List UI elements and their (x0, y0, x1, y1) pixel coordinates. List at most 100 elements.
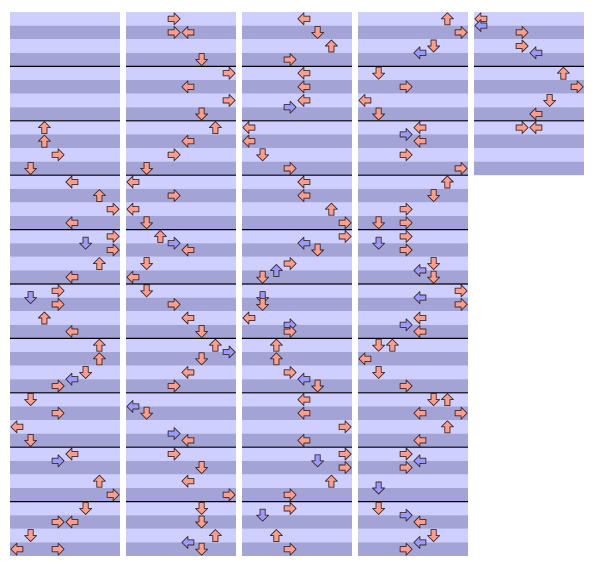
step-arrow (65, 372, 79, 386)
step-arrow (358, 93, 372, 107)
step-arrow (181, 535, 195, 549)
step-arrow (297, 93, 311, 107)
step-arrow (37, 121, 51, 135)
beat-band (126, 243, 236, 257)
step-arrow (24, 433, 38, 447)
step-arrow (311, 379, 325, 393)
beat-band (10, 270, 120, 284)
beat-band (10, 501, 120, 516)
step-arrow (297, 12, 311, 26)
step-arrow (543, 93, 557, 107)
beat-band (126, 515, 236, 529)
beat-band (126, 352, 236, 366)
step-arrow (140, 161, 154, 175)
step-arrow (297, 236, 311, 250)
beat-band (126, 12, 236, 26)
beat-band (126, 460, 236, 475)
beat-band (10, 120, 120, 135)
beat-band (126, 433, 236, 448)
beat-band (242, 515, 352, 529)
step-arrow (399, 379, 413, 393)
beat-band (10, 256, 120, 271)
step-arrow (167, 148, 181, 162)
step-arrow (126, 202, 140, 216)
step-arrow (195, 53, 209, 67)
beat-band (474, 134, 584, 148)
step-arrow (385, 338, 399, 352)
step-arrow (256, 270, 270, 284)
step-arrow (208, 338, 222, 352)
beat-band (10, 460, 120, 475)
beat-band (358, 542, 468, 556)
beat-band (242, 202, 352, 216)
beat-band (242, 93, 352, 108)
beat-band (242, 542, 352, 556)
beat-band (358, 93, 468, 108)
beat-band (474, 148, 584, 162)
step-arrow (454, 297, 468, 311)
beat-band (126, 52, 236, 67)
beat-band (10, 175, 120, 189)
step-arrow (153, 229, 167, 243)
step-arrow (92, 257, 106, 271)
beat-band (358, 420, 468, 434)
step-arrow (256, 148, 270, 162)
beat-band (242, 148, 352, 162)
step-arrow (167, 12, 181, 26)
step-arrow (283, 53, 297, 67)
step-arrow (140, 284, 154, 298)
beat-band (358, 474, 468, 488)
beat-band (358, 379, 468, 393)
beat-band (126, 148, 236, 162)
step-arrow (242, 121, 256, 135)
beat-band (358, 216, 468, 230)
beat-band (126, 80, 236, 94)
step-arrow (413, 454, 427, 468)
beat-band (242, 188, 352, 203)
beat-band (10, 338, 120, 352)
step-arrow (167, 297, 181, 311)
beat-band (358, 134, 468, 148)
step-arrow (181, 474, 195, 488)
step-arrow (51, 148, 65, 162)
step-arrow (269, 338, 283, 352)
beat-band (358, 243, 468, 257)
beat-band (242, 134, 352, 148)
beat-band (358, 39, 468, 53)
step-arrow (65, 216, 79, 230)
beat-band (242, 528, 352, 543)
step-arrow (283, 100, 297, 114)
step-arrow (399, 318, 413, 332)
beat-band (358, 256, 468, 271)
step-arrow (413, 291, 427, 305)
step-arrow (515, 39, 529, 53)
beat-band (242, 270, 352, 284)
step-arrow (51, 284, 65, 298)
step-arrow (413, 515, 427, 529)
beat-band (10, 25, 120, 40)
step-arrow (413, 325, 427, 339)
beat-band (10, 528, 120, 543)
step-arrow (10, 542, 24, 556)
beat-band (126, 229, 236, 244)
chart-column (10, 12, 120, 556)
beat-band (242, 447, 352, 461)
step-arrow (297, 66, 311, 80)
beat-band (126, 202, 236, 216)
beat-band (10, 406, 120, 420)
beat-band (474, 52, 584, 67)
step-arrow (65, 447, 79, 461)
step-arrow (181, 134, 195, 148)
beat-band (358, 107, 468, 121)
step-arrow (24, 393, 38, 407)
step-arrow (181, 365, 195, 379)
step-arrow (140, 216, 154, 230)
beat-band (10, 161, 120, 176)
beat-band (126, 474, 236, 488)
step-arrow (256, 508, 270, 522)
step-arrow (372, 107, 386, 121)
step-arrow (51, 515, 65, 529)
beat-band (358, 270, 468, 284)
beat-band (358, 25, 468, 40)
